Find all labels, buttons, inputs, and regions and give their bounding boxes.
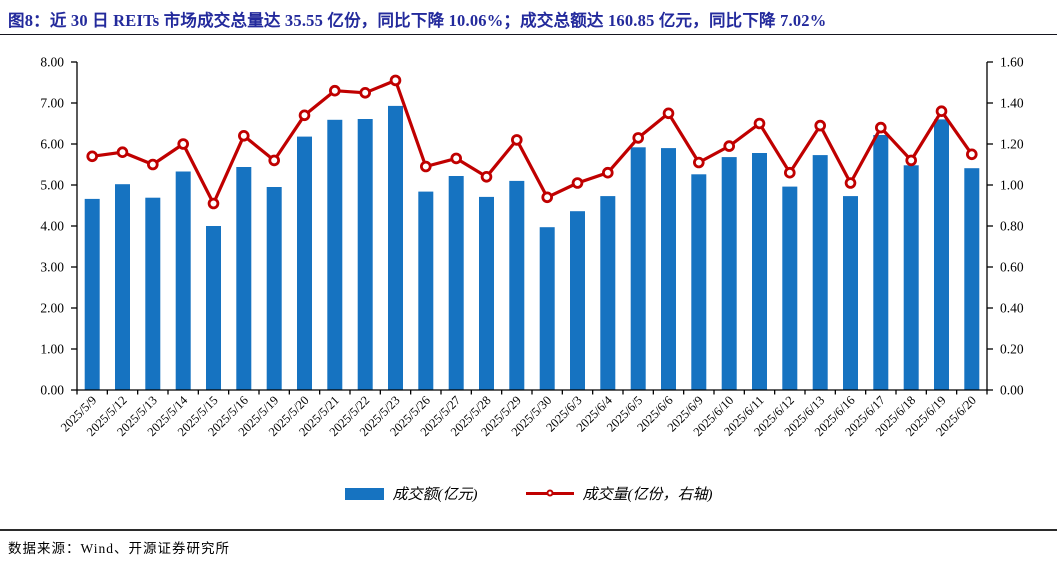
y-left-tick-label: 1.00 [40, 342, 64, 357]
line-marker-2025/5/15 [207, 197, 220, 210]
line-marker-2025/5/16 [238, 130, 250, 142]
legend-label-turnover-value: 成交额(亿元) [392, 487, 478, 503]
y-right-tick-label: 0.80 [1000, 219, 1024, 234]
line-marker-2025/6/12 [783, 166, 796, 179]
bar-2025/5/16 [236, 167, 252, 390]
line-marker-2025/5/22 [359, 87, 372, 99]
line-marker-2025/6/5 [632, 132, 644, 144]
bar-2025/5/9 [84, 198, 100, 390]
y-right-tick-label: 1.00 [1000, 178, 1024, 193]
y-left-tick-label: 3.00 [40, 260, 64, 275]
y-left-tick-label: 2.00 [40, 301, 64, 316]
bar-2025/6/5 [630, 147, 646, 390]
line-marker-2025/5/12 [116, 146, 129, 159]
line-marker-2025/6/3 [571, 177, 584, 189]
title-divider [0, 34, 1057, 35]
source-note: 数据来源：Wind、开源证券研究所 [8, 541, 230, 556]
bar-2025/6/20 [964, 168, 980, 390]
bar-2025/5/30 [539, 227, 555, 390]
y-right-tick-label: 1.40 [1000, 96, 1024, 111]
y-right-tick-label: 1.60 [1000, 55, 1024, 70]
legend-item-turnover-volume: 成交量(亿份，右轴) [525, 483, 713, 504]
line-marker-2025/6/11 [753, 117, 766, 130]
bar-2025/5/15 [206, 226, 221, 390]
line-marker-2025/6/9 [692, 156, 705, 169]
bar-2025/5/27 [448, 176, 464, 390]
line-marker-2025/6/20 [965, 148, 978, 161]
line-marker-2025/5/27 [450, 152, 463, 165]
line-marker-2025/6/17 [874, 121, 887, 134]
bar-2025/5/22 [357, 119, 373, 390]
y-left-tick-label: 4.00 [40, 219, 64, 234]
line-marker-2025/5/21 [328, 84, 341, 97]
y-right-tick-label: 0.00 [1000, 383, 1024, 398]
y-right-tick-label: 0.20 [1000, 342, 1024, 357]
y-left-tick-label: 7.00 [40, 96, 64, 111]
bar-2025/6/16 [843, 196, 858, 390]
legend-label-turnover-volume: 成交量(亿份，右轴) [582, 487, 713, 503]
line-marker-2025/5/28 [480, 171, 493, 183]
y-left-tick-label: 5.00 [40, 178, 64, 193]
line-marker-2025/5/29 [510, 134, 523, 146]
bar-2025/5/23 [388, 105, 403, 391]
line-series [90, 78, 974, 206]
bar-series-swatch [344, 487, 384, 500]
bar-2025/6/11 [752, 153, 767, 390]
bar-2025/5/19 [266, 187, 282, 390]
bar-2025/5/26 [418, 191, 434, 390]
bar-2025/6/4 [600, 196, 616, 390]
line-marker-2025/6/16 [844, 177, 857, 189]
y-left-tick-label: 8.00 [40, 55, 64, 70]
line-series-swatch [525, 489, 574, 497]
y-left-tick-label: 0.00 [40, 383, 64, 398]
line-marker-2025/6/6 [662, 107, 675, 120]
line-marker-2025/6/19 [935, 105, 948, 117]
bar-2025/6/19 [934, 119, 949, 391]
figure-title: 图8：近 30 日 REITs 市场成交总量达 35.55 亿份，同比下降 10… [8, 11, 827, 30]
bar-2025/5/21 [327, 119, 343, 391]
bar-2025/5/20 [297, 136, 312, 390]
bar-2025/6/12 [782, 186, 798, 390]
line-marker-2025/5/20 [298, 109, 311, 122]
line-marker-2025/5/13 [147, 158, 159, 171]
line-marker-2025/5/26 [419, 160, 432, 173]
bar-2025/6/6 [661, 148, 676, 390]
line-marker-2025/6/10 [723, 140, 735, 152]
legend-item-turnover-value: 成交额(亿元) [344, 483, 478, 504]
line-marker-2025/6/4 [601, 166, 614, 179]
reits-turnover-combo-chart: 0.00 1.00 2.00 3.00 4.00 5.00 6.00 7.00 8.00 0.00… [40, 55, 1024, 439]
line-marker-icon [546, 489, 553, 497]
bar-2025/6/18 [903, 165, 919, 390]
line-marker-2025/5/14 [177, 138, 190, 150]
bar-2025/5/28 [479, 196, 494, 390]
bar-2025/5/12 [115, 184, 130, 390]
bar-2025/5/13 [145, 197, 161, 390]
bar-2025/6/13 [812, 155, 828, 390]
bar-2025/5/14 [175, 171, 191, 390]
bar-2025/6/10 [721, 157, 737, 390]
line-marker-2025/5/30 [541, 191, 553, 204]
line-marker-2025/5/19 [268, 154, 281, 167]
y-right-tick-label: 0.40 [1000, 301, 1024, 316]
y-right-tick-label: 1.20 [1000, 137, 1024, 152]
y-right-tick-label: 0.60 [1000, 260, 1024, 275]
line-marker-2025/5/23 [389, 74, 402, 87]
chart-legend: 成交额(亿元) 成交量(亿份，右轴) [0, 483, 1057, 504]
footer-divider [0, 529, 1057, 531]
y-left-tick-label: 6.00 [40, 137, 64, 152]
bar-2025/6/17 [873, 135, 889, 390]
line-marker-2025/6/13 [814, 119, 826, 132]
bar-2025/6/9 [691, 174, 707, 390]
line-marker-2025/5/9 [86, 150, 98, 163]
bar-2025/5/29 [509, 180, 525, 390]
line-marker-2025/6/18 [905, 154, 917, 167]
bar-2025/6/3 [570, 211, 585, 390]
